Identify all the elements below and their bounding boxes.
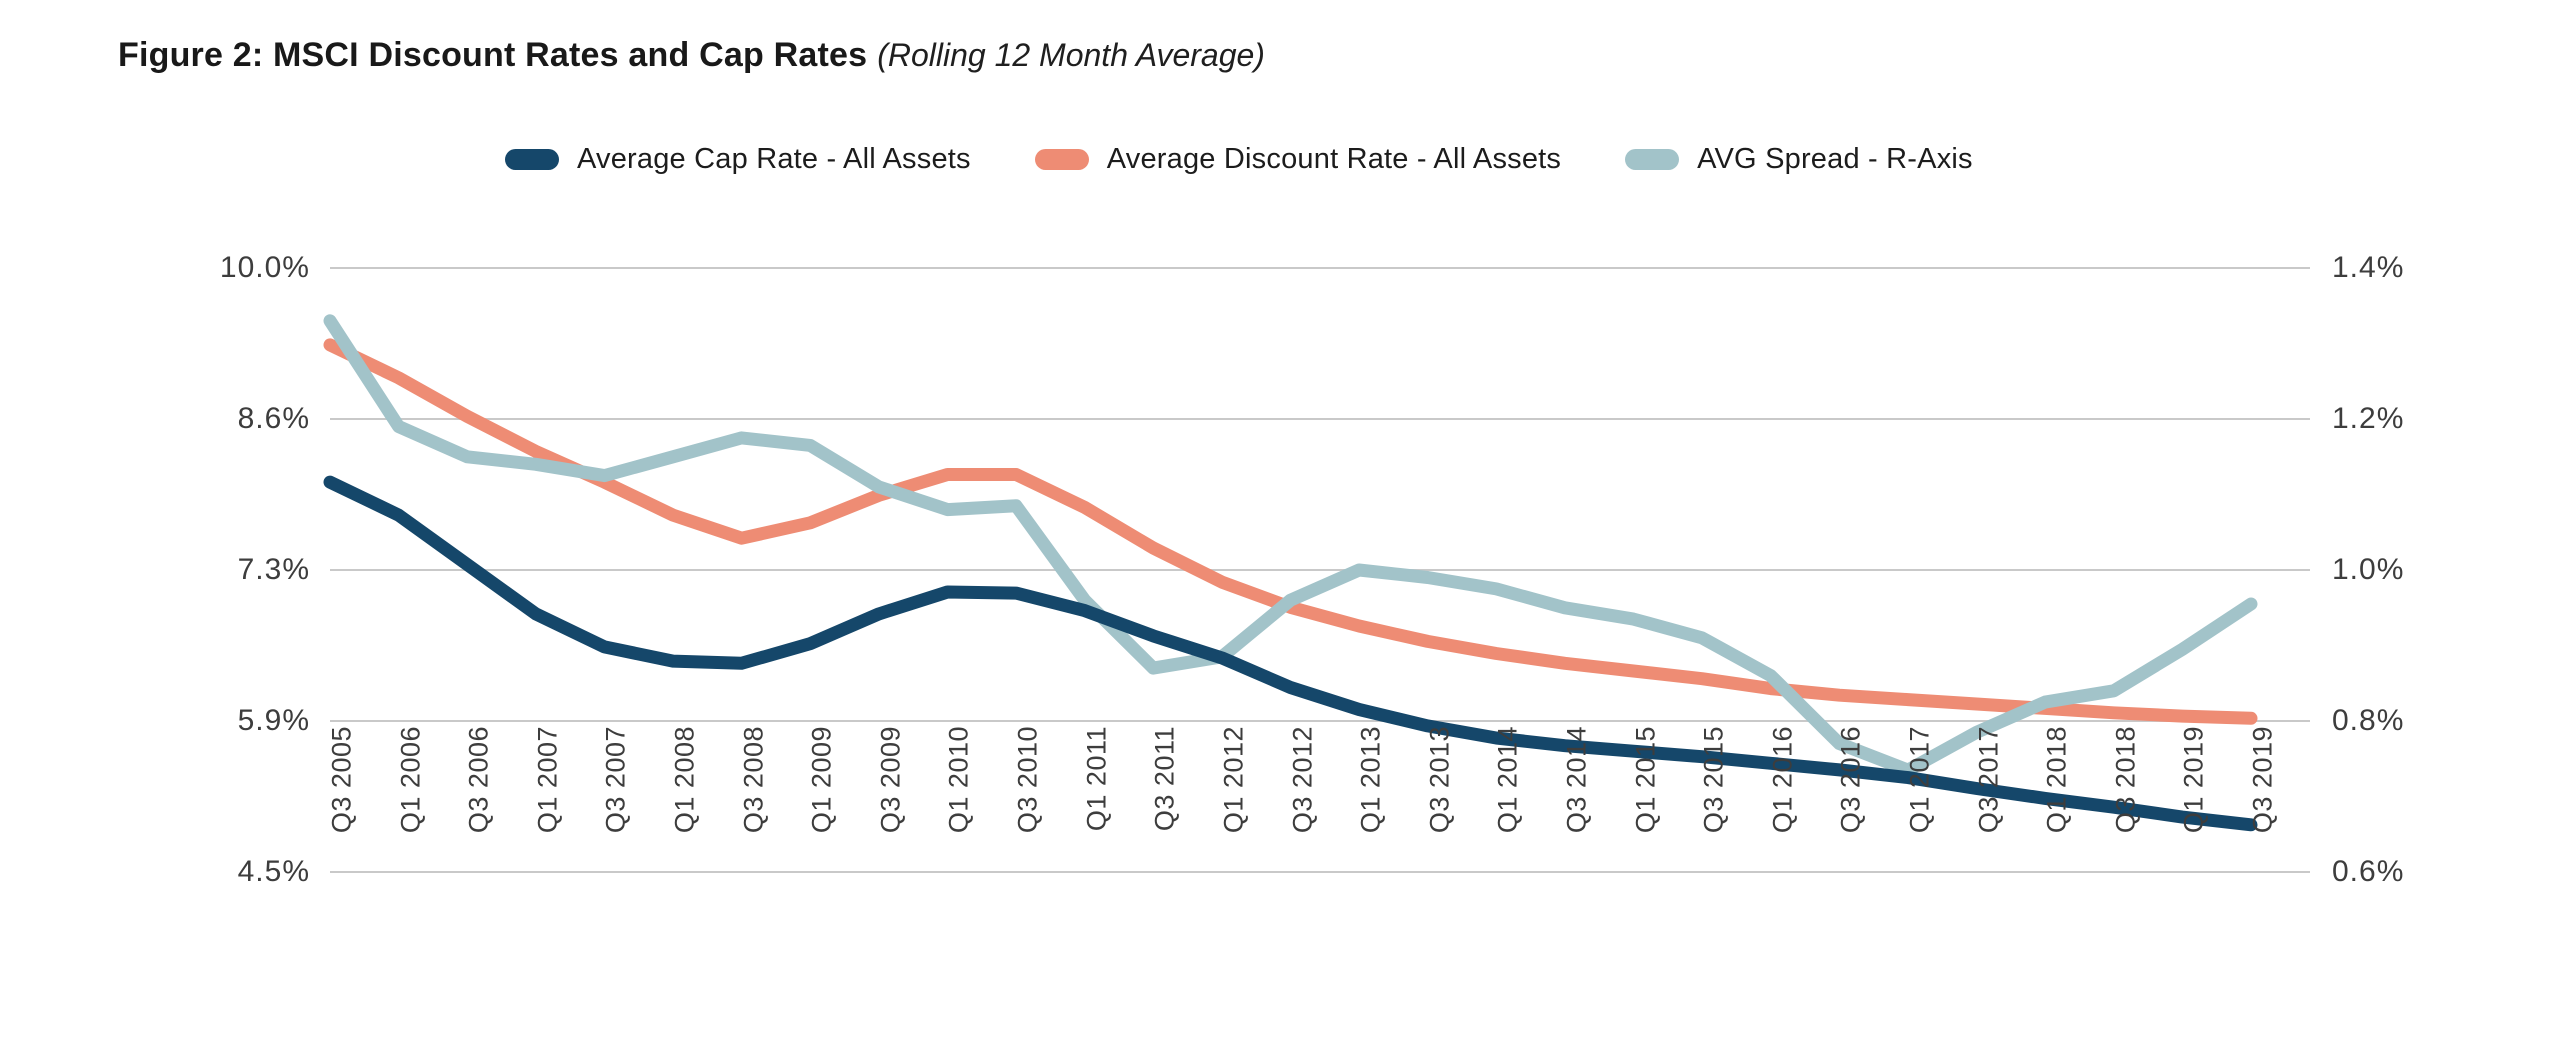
x-axis-tick-label: Q3 2019 xyxy=(2248,726,2279,886)
x-axis-tick-text: Q1 2017 xyxy=(1904,726,1935,834)
x-axis-tick-label: Q1 2017 xyxy=(1904,726,1935,886)
x-axis-tick-label: Q3 2013 xyxy=(1424,726,1455,886)
x-axis-tick-label: Q3 2007 xyxy=(601,726,632,886)
left-axis-tick-label: 10.0% xyxy=(219,251,310,284)
right-axis-tick-label: 0.8% xyxy=(2332,704,2405,737)
x-axis-tick-text: Q1 2019 xyxy=(2178,726,2209,834)
legend-swatch-icon xyxy=(1625,149,1680,170)
x-axis-tick-text: Q3 2016 xyxy=(1835,726,1866,834)
x-axis-tick-label: Q3 2016 xyxy=(1836,726,1867,886)
x-axis-tick-label: Q3 2010 xyxy=(1013,726,1044,886)
x-axis-tick-label: Q3 2009 xyxy=(875,726,906,886)
x-axis-tick-text: Q3 2015 xyxy=(1698,726,1729,834)
x-axis-tick-label: Q1 2012 xyxy=(1218,726,1249,886)
x-axis-tick-label: Q3 2008 xyxy=(738,726,769,886)
x-axis-tick-label: Q1 2014 xyxy=(1493,726,1524,886)
x-axis-tick-label: Q1 2019 xyxy=(2179,726,2210,886)
x-axis-tick-text: Q1 2014 xyxy=(1492,726,1523,834)
x-axis-tick-text: Q3 2006 xyxy=(463,726,494,834)
x-axis-tick-label: Q1 2011 xyxy=(1081,726,1112,886)
x-axis-tick-text: Q1 2006 xyxy=(395,726,426,834)
x-axis-tick-text: Q3 2018 xyxy=(2110,726,2141,834)
legend-swatch-icon xyxy=(505,149,559,170)
legend: Average Cap Rate - All Assets Average Dis… xyxy=(505,143,1973,176)
x-axis-tick-text: Q1 2018 xyxy=(2041,726,2072,834)
x-axis-tick-label: Q1 2018 xyxy=(2042,726,2073,886)
x-axis-tick-label: Q1 2009 xyxy=(807,726,838,886)
x-axis-tick-label: Q3 2005 xyxy=(327,726,358,886)
series-line-cap-rate xyxy=(323,475,2258,832)
legend-item-2: AVG Spread - R-Axis xyxy=(1625,143,1973,176)
x-axis-tick-text: Q3 2005 xyxy=(326,726,357,834)
x-axis-tick-label: Q1 2015 xyxy=(1630,726,1661,886)
right-axis-tick-label: 1.2% xyxy=(2332,402,2405,435)
x-axis-tick-label: Q3 2011 xyxy=(1150,726,1181,886)
figure-title-row: Figure 2: MSCI Discount Rates and Cap Ra… xyxy=(118,36,1265,75)
left-axis-tick-label: 4.5% xyxy=(237,855,310,888)
legend-swatch-icon xyxy=(1034,149,1089,170)
x-axis-tick-label: Q3 2017 xyxy=(1973,726,2004,886)
left-axis-tick-label: 8.6% xyxy=(237,402,310,435)
figure-subtitle: (Rolling 12 Month Average) xyxy=(877,37,1265,73)
x-axis-tick-label: Q3 2006 xyxy=(464,726,495,886)
x-axis-tick-text: Q3 2010 xyxy=(1012,726,1043,834)
x-axis-tick-text: Q3 2008 xyxy=(738,726,769,834)
x-axis-tick-text: Q1 2009 xyxy=(806,726,837,834)
x-axis-tick-label: Q1 2010 xyxy=(944,726,975,886)
legend-label: Average Cap Rate - All Assets xyxy=(577,143,971,175)
x-axis-tick-label: Q1 2007 xyxy=(532,726,563,886)
legend-item-0: Average Cap Rate - All Assets xyxy=(505,143,971,176)
x-axis-tick-text: Q3 2009 xyxy=(875,726,906,834)
x-axis-tick-text: Q1 2010 xyxy=(943,726,974,834)
x-axis-tick-label: Q1 2008 xyxy=(670,726,701,886)
legend-item-1: Average Discount Rate - All Assets xyxy=(1034,143,1562,176)
left-axis-tick-label: 7.3% xyxy=(237,553,310,586)
x-axis-tick-label: Q1 2016 xyxy=(1767,726,1798,886)
x-axis-tick-text: Q1 2012 xyxy=(1218,726,1249,834)
x-axis-tick-text: Q3 2012 xyxy=(1287,726,1317,834)
x-axis-tick-text: Q3 2019 xyxy=(2247,726,2278,834)
right-axis-tick-label: 1.0% xyxy=(2332,553,2405,586)
x-axis-tick-text: Q1 2011 xyxy=(1081,726,1112,832)
legend-label: AVG Spread - R-Axis xyxy=(1697,143,1973,175)
x-axis-tick-label: Q1 2006 xyxy=(395,726,426,886)
x-axis-tick-text: Q3 2013 xyxy=(1424,726,1455,834)
x-axis-tick-label: Q3 2015 xyxy=(1699,726,1730,886)
figure-title: Figure 2: MSCI Discount Rates and Cap Ra… xyxy=(118,36,868,74)
x-axis-tick-label: Q3 2018 xyxy=(2110,726,2141,886)
series-line-discount-rate xyxy=(323,338,2258,725)
x-axis-tick-text: Q3 2017 xyxy=(1973,726,2004,834)
x-axis-tick-text: Q1 2008 xyxy=(669,726,700,834)
right-axis-tick-label: 0.6% xyxy=(2332,855,2405,888)
x-axis-tick-text: Q1 2007 xyxy=(532,726,563,834)
series-line-avg-spread xyxy=(323,314,2258,777)
left-axis-tick-label: 5.9% xyxy=(237,704,310,737)
x-axis-tick-text: Q3 2014 xyxy=(1561,726,1592,834)
x-axis-tick-text: Q3 2011 xyxy=(1149,726,1180,832)
chart-canvas xyxy=(323,267,2310,873)
legend-label: Average Discount Rate - All Assets xyxy=(1106,143,1562,175)
x-axis-tick-label: Q3 2014 xyxy=(1561,726,1592,886)
x-axis-tick-text: Q1 2013 xyxy=(1355,726,1386,834)
x-axis-tick-text: Q1 2016 xyxy=(1767,726,1798,834)
right-axis-tick-label: 1.4% xyxy=(2332,251,2405,284)
x-axis-tick-text: Q3 2007 xyxy=(600,726,631,834)
x-axis-tick-label: Q3 2012 xyxy=(1287,726,1318,886)
chart-plot-area xyxy=(323,267,2310,873)
x-axis-tick-label: Q1 2013 xyxy=(1356,726,1387,886)
x-axis-tick-text: Q1 2015 xyxy=(1630,726,1661,834)
